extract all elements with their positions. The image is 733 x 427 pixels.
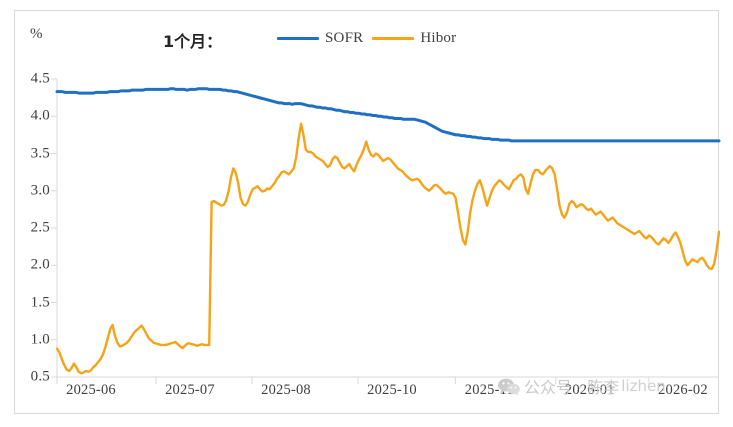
legend-swatch-hibor — [372, 36, 415, 41]
x-tick-label: 2025-11 — [464, 382, 514, 398]
x-tick-label: 2025-06 — [66, 382, 116, 398]
plot-svg — [51, 78, 721, 384]
y-tick-label: 1.5 — [30, 294, 50, 310]
y-tick-label: 4.5 — [30, 70, 50, 87]
y-tick-label: 1.0 — [30, 331, 50, 348]
x-tick-label: 2025-10 — [367, 382, 417, 398]
x-tick-label: 2026-02 — [658, 382, 708, 398]
y-axis-unit-label: % — [30, 26, 43, 42]
x-tick-label: 2025-07 — [165, 382, 215, 398]
chart-title: 1个月： — [163, 32, 223, 51]
y-tick-label: 3.5 — [30, 145, 50, 161]
y-axis-tick-labels: 0.5 1.0 1.5 2.0 2.5 3.0 3.5 4.0 4.5 — [14, 0, 50, 427]
y-tick-label: 4.0 — [30, 107, 50, 124]
y-tick-label: 2.5 — [30, 219, 50, 236]
y-tick-label: 0.5 — [30, 368, 50, 385]
x-tick-label: 2025-08 — [261, 382, 311, 398]
y-tick-label: 3.0 — [30, 182, 50, 199]
x-tick-label: 2026-01 — [564, 382, 615, 398]
chart-legend: SOFR Hibor — [277, 30, 456, 47]
legend-label-hibor: Hibor — [420, 30, 457, 46]
legend-item-hibor[interactable]: Hibor — [372, 30, 456, 47]
plot-area — [51, 78, 721, 384]
legend-swatch-sofr — [277, 36, 319, 41]
legend-label-sofr: SOFR — [325, 30, 364, 46]
series-line-sofr — [55, 87, 721, 143]
series-line-hibor — [55, 122, 721, 375]
legend-item-sofr[interactable]: SOFR — [277, 30, 363, 47]
y-tick-label: 2.0 — [30, 256, 50, 273]
